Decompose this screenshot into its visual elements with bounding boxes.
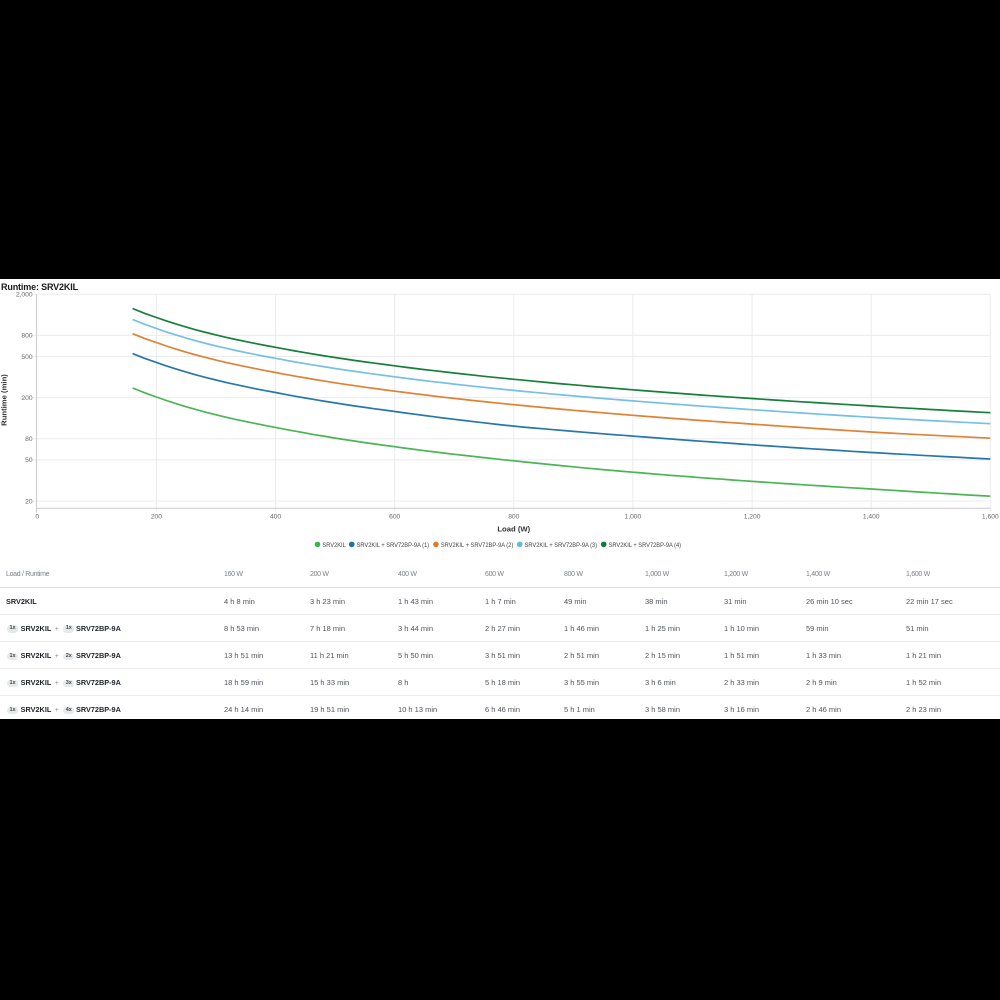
svg-text:2,000: 2,000 (16, 292, 33, 299)
svg-text:1,000: 1,000 (625, 514, 642, 521)
svg-text:400: 400 (270, 514, 281, 521)
svg-text:0: 0 (35, 514, 39, 521)
svg-text:50: 50 (25, 457, 33, 464)
svg-text:1,600: 1,600 (982, 514, 999, 521)
svg-text:SRV2KIL: SRV2KIL (322, 542, 346, 549)
svg-text:SRV2KIL + SRV72BP-9A (1): SRV2KIL + SRV72BP-9A (1) (357, 542, 430, 549)
svg-text:Load (W): Load (W) (497, 524, 530, 533)
svg-text:SRV2KIL + SRV72BP-9A (2): SRV2KIL + SRV72BP-9A (2) (441, 542, 514, 549)
svg-text:20: 20 (25, 498, 33, 505)
svg-text:Runtime (min): Runtime (min) (0, 374, 9, 426)
svg-text:800: 800 (508, 514, 519, 521)
svg-text:1,200: 1,200 (744, 514, 761, 521)
svg-text:SRV2KIL + SRV72BP-9A (4): SRV2KIL + SRV72BP-9A (4) (609, 542, 682, 549)
svg-text:80: 80 (25, 436, 33, 443)
svg-text:800: 800 (21, 333, 32, 340)
svg-text:1,400: 1,400 (863, 514, 880, 521)
svg-text:600: 600 (389, 514, 400, 521)
svg-text:SRV2KIL + SRV72BP-9A (3): SRV2KIL + SRV72BP-9A (3) (525, 542, 598, 549)
svg-text:500: 500 (21, 354, 32, 361)
svg-text:200: 200 (21, 395, 32, 402)
svg-text:200: 200 (151, 514, 162, 521)
